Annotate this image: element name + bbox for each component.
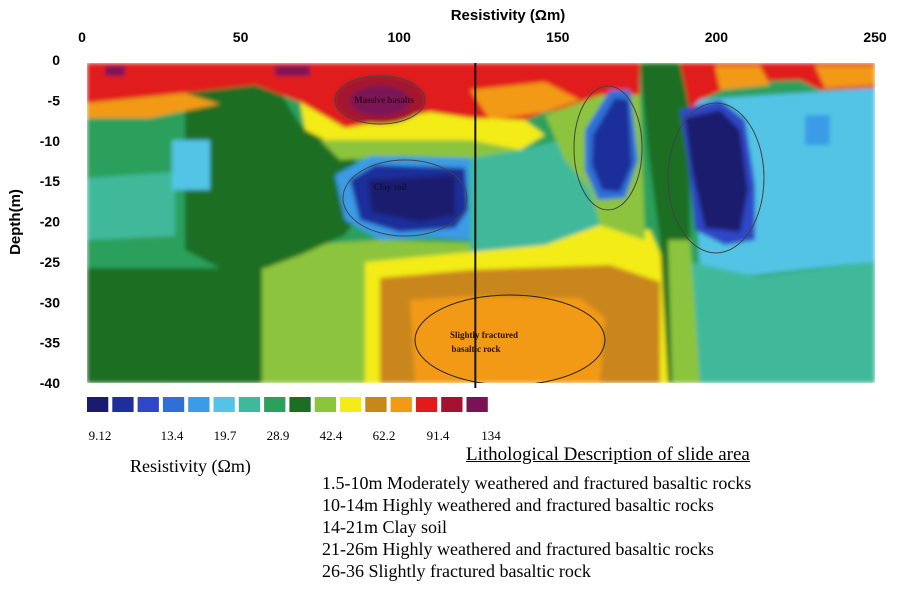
colorbar-swatch bbox=[390, 397, 412, 412]
zone-yellow-fringe bbox=[300, 102, 545, 150]
colorbar-swatch bbox=[162, 397, 185, 412]
y-axis-title: Depth(m) bbox=[7, 189, 24, 255]
colorbar bbox=[87, 397, 488, 412]
y-tick-label: -15 bbox=[40, 173, 60, 189]
outline-massive-basalt bbox=[334, 75, 426, 125]
x-tick-label: 150 bbox=[546, 29, 570, 45]
colorbar-swatch bbox=[264, 397, 286, 412]
y-tick-label: -20 bbox=[40, 214, 60, 230]
lithology-item: 21-26m Highly weathered and fractured ba… bbox=[322, 539, 714, 559]
annotation-slightly-fractured: Slightly fractured bbox=[450, 330, 518, 340]
lithology-item: 1.5-10m Moderately weathered and fractur… bbox=[322, 473, 752, 493]
zone-light-blue-small bbox=[805, 115, 830, 145]
x-tick-label: 50 bbox=[233, 29, 249, 45]
colorbar-title: Resistivity (Ωm) bbox=[130, 456, 251, 476]
zone-orange-top-far-right bbox=[815, 66, 875, 88]
colorbar-swatch bbox=[238, 397, 261, 412]
colorbar-swatch bbox=[87, 397, 109, 412]
lithology-item: 10-14m Highly weathered and fractured ba… bbox=[322, 495, 714, 515]
zone-blue-midright-core bbox=[592, 98, 632, 192]
colorbar-swatch bbox=[340, 397, 362, 412]
x-tick-label: 0 bbox=[78, 29, 86, 45]
zone-light-blue-left bbox=[172, 140, 210, 190]
lithology-legend-title: Lithological Description of slide area bbox=[466, 444, 750, 465]
zone-dark-green-column bbox=[185, 85, 372, 268]
outline-right-body bbox=[667, 102, 765, 254]
colorbar-label: 42.4 bbox=[320, 428, 343, 443]
colorbar-swatch bbox=[441, 397, 463, 412]
y-tick-label: -35 bbox=[40, 335, 60, 351]
y-tick-label: -5 bbox=[48, 92, 61, 108]
zone-yellow-right bbox=[668, 240, 700, 383]
lithology-list: 1.5-10m Moderately weathered and fractur… bbox=[322, 472, 912, 582]
zone-clay-soil-core bbox=[368, 175, 455, 222]
colorbar-swatch bbox=[188, 397, 210, 412]
zone-blue-right-core bbox=[685, 110, 748, 232]
y-tick-labels: 0 -5 -10 -15 -20 -25 -30 -35 -40 bbox=[40, 52, 60, 391]
colorbar-swatch bbox=[415, 397, 438, 412]
annotation-clay-soil: Clay soil bbox=[373, 182, 407, 192]
colorbar-swatch bbox=[289, 397, 311, 412]
colorbar-label: 91.4 bbox=[427, 428, 450, 443]
x-axis-title: Resistivity (Ωm) bbox=[451, 7, 566, 24]
colorbar-swatch bbox=[466, 397, 488, 412]
lithology-legend: Lithological Description of slide area 1… bbox=[322, 444, 912, 582]
colorbar-label: 13.4 bbox=[161, 428, 184, 443]
colorbar-swatch bbox=[213, 397, 235, 412]
x-tick-label: 250 bbox=[863, 29, 887, 45]
zone-purple-blob-1 bbox=[105, 66, 125, 76]
colorbar-label: 134 bbox=[481, 428, 501, 443]
colorbar-label: 62.2 bbox=[373, 428, 396, 443]
outline-slightly-fractured bbox=[414, 294, 606, 383]
zone-orange-top-mid bbox=[470, 82, 580, 120]
colorbar-swatch bbox=[137, 397, 159, 412]
y-tick-label: -10 bbox=[40, 133, 60, 149]
lithology-item: 26-36 Slightly fractured basaltic rock bbox=[322, 561, 591, 581]
zone-deep-dark-green bbox=[87, 268, 267, 383]
colorbar-label: 28.9 bbox=[267, 428, 290, 443]
outline-clay-soil bbox=[342, 159, 468, 237]
annotation-massive-basalts: Massive basalts bbox=[354, 95, 414, 105]
zone-massive-basalt-inner bbox=[350, 86, 410, 116]
zone-orange-top-left bbox=[87, 93, 220, 118]
colorbar-swatch bbox=[314, 397, 336, 412]
zone-green-right-lower bbox=[690, 262, 875, 383]
x-tick-labels: 0 50 100 150 200 250 bbox=[78, 29, 887, 45]
colorbar-swatch bbox=[365, 397, 387, 412]
y-tick-label: 0 bbox=[52, 52, 60, 68]
x-tick-label: 100 bbox=[388, 29, 412, 45]
colorbar-label: 19.7 bbox=[214, 428, 237, 443]
x-tick-label: 200 bbox=[705, 29, 729, 45]
zone-purple-blob-2 bbox=[275, 66, 310, 76]
colorbar-swatch bbox=[112, 397, 134, 412]
resistivity-section: Massive basalts Clay soil Slightly fract… bbox=[87, 63, 875, 383]
zone-orange-top-right bbox=[715, 66, 770, 90]
zone-orange-core bbox=[410, 296, 605, 383]
lithology-item: 14-21m Clay soil bbox=[322, 517, 447, 537]
y-tick-label: -40 bbox=[40, 375, 60, 391]
zone-teal-left bbox=[87, 172, 175, 240]
colorbar-label: 9.12 bbox=[89, 428, 112, 443]
y-tick-label: -30 bbox=[40, 294, 60, 310]
y-tick-label: -25 bbox=[40, 254, 60, 270]
outline-midright-body bbox=[573, 85, 643, 211]
colorbar-labels: 9.12 13.4 19.7 28.9 42.4 62.2 91.4 134 bbox=[89, 428, 502, 443]
